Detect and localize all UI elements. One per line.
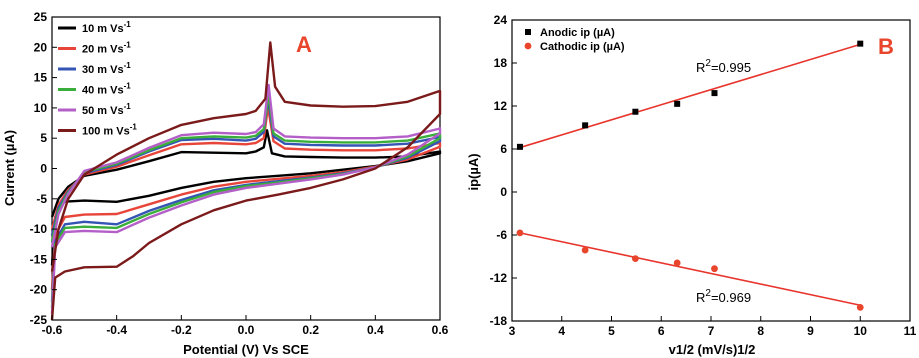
panel-a-x-tick-label: -0.2 (171, 323, 192, 337)
panel-b-y-tick-label: 24 (494, 13, 508, 27)
panel-a-y-tick-label: -10 (30, 222, 48, 236)
cathodic-data-point (631, 255, 639, 263)
panel-a-y-tick-label: 10 (34, 101, 48, 115)
panel-a-x-tick-label: 0.0 (238, 323, 255, 337)
panel-b-x-tick-label: 10 (854, 324, 868, 338)
panel-b-fit-lines (519, 43, 861, 307)
panel-a-y-tick-label: 25 (34, 10, 48, 24)
cv-curve-100-m-vs-1 (50, 41, 442, 321)
panel-a-y-tick-label: -15 (30, 252, 48, 266)
panel-b-y-tick-label: -12 (490, 271, 508, 285)
panel-a-x-tick-label: 0.6 (432, 323, 449, 337)
anodic-data-point (516, 143, 523, 150)
panel-b-legend: Anodic ip (µA) Cathodic ip (µA) (524, 27, 625, 53)
legend-marker-cathodic (524, 42, 532, 50)
panel-b-points (516, 40, 864, 311)
cathodic-data-point (581, 246, 589, 254)
panel-a-x-tick-label: -0.4 (106, 323, 127, 337)
panel-b-y-tick-label: 12 (494, 99, 508, 113)
panel-a-y-tick-label: -25 (30, 313, 48, 327)
panel-a-y-tick-label: 0 (40, 162, 47, 176)
panel-a-curves (50, 41, 442, 321)
cv-curve-30-m-vs-1 (50, 97, 442, 302)
cathodic-data-point (711, 265, 718, 273)
anodic-data-point (857, 40, 864, 47)
panel-b-x-tick-label: 3 (509, 324, 516, 338)
panel-b-x-tick-label: 7 (708, 324, 715, 338)
panel-b-x-tick-label: 9 (807, 324, 814, 338)
panel-a-x-axis-label: Potential (V) Vs SCE (183, 342, 309, 357)
anodic-data-point (674, 100, 681, 107)
legend-marker-anodic (525, 29, 531, 35)
legend-label-50-m-vs-1: 50 m Vs-1 (82, 102, 131, 117)
panel-b-y-tick-label: 6 (500, 142, 507, 156)
legend-label-cathodic-ip-a: Cathodic ip (µA) (540, 41, 625, 53)
panel-a-y-tick-label: 20 (34, 40, 48, 54)
legend-label-anodic-ip-a: Anodic ip (µA) (540, 27, 615, 39)
anodic-r2-label: R2=0.995 (696, 58, 751, 75)
anodic-data-point (582, 122, 589, 129)
fit-line-anodic-ip-a (519, 43, 861, 149)
panel-b-y-tick-label: 0 (500, 185, 507, 199)
panel-b-x-tick-label: 11 (904, 324, 917, 338)
panel-a-x-tick-label: 0.4 (367, 323, 384, 337)
panel-b-x-axis-label: v1/2 (mV/s)1/2 (669, 342, 756, 357)
panel-a-x-tick-label: 0.2 (302, 323, 319, 337)
panel-a-letter: A (296, 32, 312, 57)
legend-label-20-m-vs-1: 20 m Vs-1 (82, 41, 131, 56)
panel-b-x-tick-label: 4 (558, 324, 565, 338)
cv-curve-20-m-vs-1 (50, 105, 442, 290)
panel-b-x-tick-label: 6 (658, 324, 665, 338)
panel-a-legend: 10 m Vs-1 20 m Vs-1 30 m Vs-1 40 m Vs-1 50 m… (58, 20, 137, 138)
legend-label-40-m-vs-1: 40 m Vs-1 (82, 82, 131, 97)
panel-b-y-tick-label: -18 (490, 314, 508, 328)
legend-label-30-m-vs-1: 30 m Vs-1 (82, 61, 131, 76)
panel-a-y-tick-label: 15 (34, 71, 48, 85)
panel-a-chart: -0.6 -0.4 -0.2 0.0 0.2 0.4 0.6 -25 -20 -15 -10 -5 0… (2, 10, 449, 357)
panel-a-x-ticks: -0.6 -0.4 -0.2 0.0 0.2 0.4 0.6 (42, 315, 449, 337)
panel-b-letter: B (878, 34, 894, 59)
panel-a-y-ticks: -25 -20 -15 -10 -5 0 5 10 15 20 25 (30, 10, 57, 327)
panel-b-y-tick-label: 18 (494, 56, 508, 70)
panel-b-x-tick-label: 8 (757, 324, 764, 338)
panel-a-y-tick-label: -5 (36, 192, 47, 206)
panel-b-y-tick-label: -6 (496, 228, 507, 242)
anodic-data-point (711, 90, 718, 97)
panel-a-y-axis-label: Current (µA) (2, 130, 17, 206)
cathodic-data-point (856, 303, 864, 311)
fit-line-cathodic-ip-a (519, 232, 861, 307)
legend-label-10-m-vs-1: 10 m Vs-1 (82, 20, 131, 35)
cv-curve-50-m-vs-1 (50, 83, 442, 314)
panel-b-x-tick-label: 5 (608, 324, 615, 338)
panel-b-chart: 3 4 5 6 7 8 9 10 11 -18 -12 -6 0 6 12 18 24 Anodic ip (… (466, 13, 917, 357)
legend-label-100-m-vs-1: 100 m Vs-1 (82, 123, 137, 138)
panel-b-y-ticks: -18 -12 -6 0 6 12 18 24 (490, 13, 517, 328)
cathodic-data-point (673, 259, 681, 267)
panel-a-y-tick-label: -20 (30, 283, 48, 297)
cathodic-data-point (516, 229, 524, 237)
anodic-data-point (632, 108, 639, 115)
panel-b-x-ticks: 3 4 5 6 7 8 9 10 11 (509, 316, 917, 338)
cv-curve-40-m-vs-1 (50, 92, 442, 308)
cathodic-r2-label: R2=0.969 (696, 288, 751, 305)
panel-a-y-tick-label: 5 (40, 131, 47, 145)
panel-a-x-tick-label: -0.6 (42, 323, 63, 337)
panel-b-y-axis-label: ip(µA) (466, 153, 481, 190)
